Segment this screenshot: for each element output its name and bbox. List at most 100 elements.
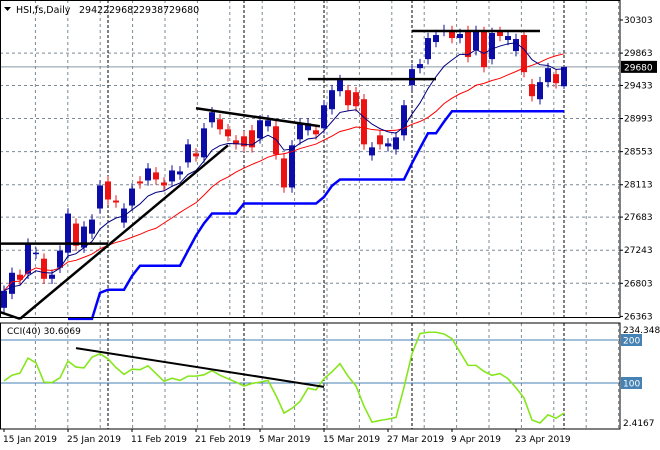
y-tick-label: 26803 [624, 279, 653, 289]
cci-level-label: 200 [623, 337, 640, 347]
candle-body [313, 130, 319, 135]
candle-bearish [233, 135, 239, 150]
candle-body [457, 33, 463, 39]
candle-bullish [385, 138, 391, 152]
candle-body [401, 105, 407, 136]
candle-bearish [137, 176, 143, 189]
candle-body [57, 250, 63, 268]
cci-line [3, 331, 565, 424]
candle-body [281, 158, 287, 188]
candle-bullish [329, 84, 335, 115]
x-tick-label: 9 Apr 2019 [451, 435, 501, 445]
candle-body [497, 32, 503, 37]
candle-body [337, 80, 343, 92]
candle-bullish [513, 33, 519, 57]
candle-body [177, 171, 183, 175]
current-price-label-bg [621, 60, 657, 73]
candle-body [473, 30, 479, 51]
candle-bullish [401, 99, 407, 141]
candle-body [361, 99, 367, 145]
candle-bullish [33, 247, 39, 259]
x-tick-label: 15 Jan 2019 [3, 435, 57, 445]
candle-bullish [129, 183, 135, 211]
candle-body [297, 123, 303, 140]
candle-body [89, 219, 95, 234]
candle-body [481, 32, 487, 68]
candle-bullish [89, 214, 95, 239]
candle-body [97, 185, 103, 209]
y-tick-label: 26363 [624, 312, 653, 322]
candle-body [425, 38, 431, 60]
candle-body [417, 64, 423, 69]
dropdown-triangle-icon[interactable] [4, 7, 11, 11]
candle-bullish [537, 76, 543, 105]
candle-body [265, 120, 271, 127]
candle-bullish [505, 30, 511, 46]
cci-max-label: 234.3487 [623, 326, 660, 336]
candle-body [129, 188, 135, 206]
candle-bearish [225, 124, 231, 142]
x-tick-label: 5 Mar 2019 [259, 435, 311, 445]
current-price-label: 29680 [624, 63, 653, 73]
y-tick-label: 27243 [624, 246, 653, 256]
candle-bearish [345, 84, 351, 111]
candle-bullish [369, 142, 375, 161]
candle-body [369, 147, 375, 156]
candle-bearish [17, 269, 23, 286]
candle-body [273, 126, 279, 155]
support-line [68, 110, 564, 321]
candle-body [561, 66, 567, 87]
candle-body [65, 213, 71, 253]
candle-bullish [489, 27, 495, 65]
candle-bullish [65, 208, 71, 258]
candle-body [465, 30, 471, 58]
candle-bullish [321, 99, 327, 134]
candle-bearish [217, 114, 223, 135]
cci-label: CCI(40) 30.6069 [7, 327, 81, 337]
candle-bearish [281, 153, 287, 193]
candle-body [41, 258, 47, 279]
candle-body [353, 92, 359, 107]
candle-bearish [105, 176, 111, 205]
candle-body [393, 137, 399, 150]
y-tick-label: 30303 [624, 16, 653, 26]
candle-bullish [177, 166, 183, 180]
candle-body [553, 74, 559, 84]
candle-bullish [201, 123, 207, 163]
candle-bullish [49, 269, 55, 285]
candle-bullish [145, 163, 151, 186]
candle-body [249, 130, 255, 148]
candle-bullish [305, 118, 311, 136]
candle-bearish [361, 93, 367, 150]
candle-bullish [561, 66, 567, 89]
symbol-label: HSI,fs,Daily [16, 5, 71, 16]
candle-body [1, 290, 7, 308]
candle-body [345, 90, 351, 106]
candle-body [537, 82, 543, 100]
candle-body [241, 136, 247, 147]
x-tick-label: 27 Mar 2019 [387, 435, 444, 445]
candle-body [17, 274, 23, 280]
candle-body [329, 90, 335, 110]
candle-bullish [417, 58, 423, 74]
cci-pane [0, 331, 620, 424]
cci-level-label-bg [621, 334, 642, 346]
y-tick-label: 29863 [624, 49, 653, 59]
candle-bullish [393, 132, 399, 155]
candle-bearish [553, 68, 559, 89]
y-tick-label: 28993 [624, 115, 653, 125]
candle-body [161, 182, 167, 186]
candle-bullish [545, 62, 551, 88]
candle-body [489, 33, 495, 60]
candle-body [289, 145, 295, 188]
candle-body [217, 119, 223, 130]
candle-bearish [481, 26, 487, 73]
close-value: 29680 [169, 5, 199, 16]
cci-pane-border [0, 322, 621, 430]
low-value: 29387 [139, 5, 169, 16]
candle-bearish [113, 195, 119, 208]
candle-bearish [313, 125, 319, 140]
candle-bearish [249, 125, 255, 153]
